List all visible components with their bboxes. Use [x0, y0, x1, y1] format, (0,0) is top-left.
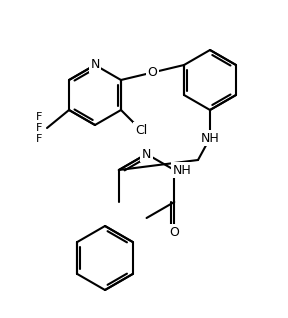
- Text: O: O: [169, 225, 179, 238]
- Text: NH: NH: [201, 132, 219, 144]
- Text: NH: NH: [173, 163, 192, 176]
- Text: F: F: [36, 123, 42, 133]
- Text: N: N: [142, 148, 151, 161]
- Text: N: N: [90, 59, 100, 72]
- Text: Cl: Cl: [135, 123, 147, 136]
- Text: O: O: [147, 66, 158, 79]
- Text: F: F: [36, 112, 42, 122]
- Text: F: F: [36, 134, 42, 144]
